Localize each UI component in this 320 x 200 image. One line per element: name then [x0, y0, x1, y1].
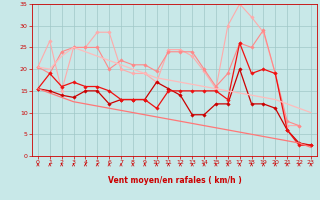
X-axis label: Vent moyen/en rafales ( km/h ): Vent moyen/en rafales ( km/h )	[108, 176, 241, 185]
